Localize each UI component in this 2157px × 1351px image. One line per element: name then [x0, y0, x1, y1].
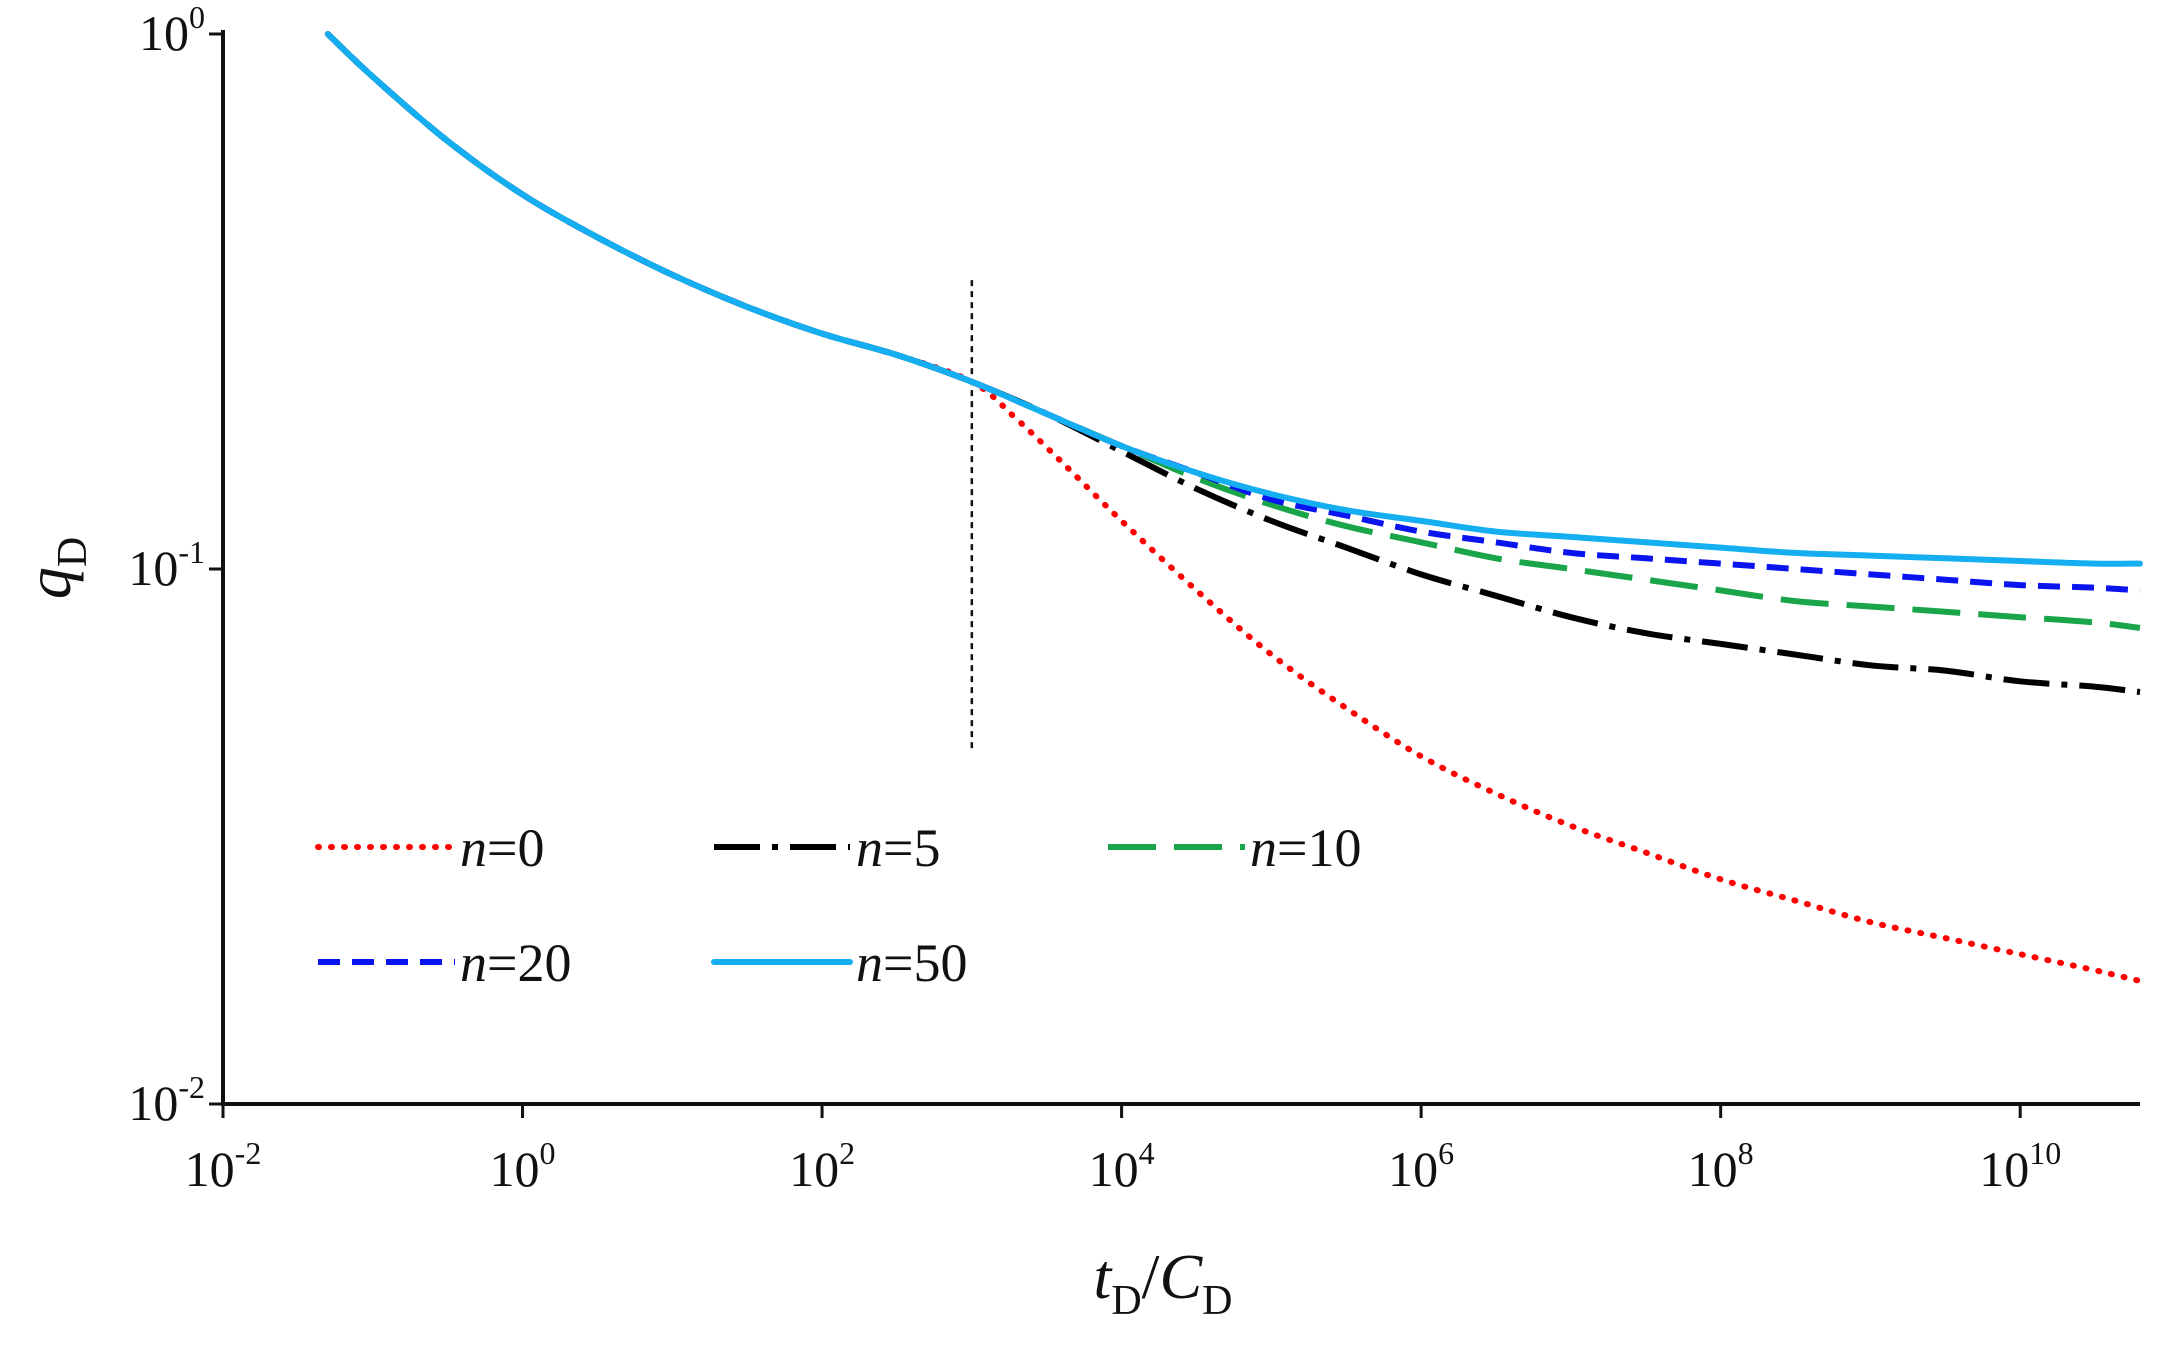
- legend-label-n5: n=5: [856, 818, 940, 878]
- y-tick-label: 10-1: [128, 534, 205, 596]
- x-tick-label: 102: [789, 1135, 855, 1197]
- x-tick-label: 1010: [1979, 1135, 2061, 1197]
- y-axis-label: qD: [13, 537, 96, 599]
- series-line-n10: [325, 31, 2141, 631]
- y-tick-label: 100: [139, 0, 205, 61]
- x-tick-label: 108: [1688, 1135, 1754, 1197]
- legend: n=0 n=5 n=10 n=20 n=50: [315, 818, 1361, 993]
- y-tick-label: 10-2: [128, 1069, 205, 1131]
- legend-label-n10: n=10: [1250, 818, 1361, 878]
- x-tick-label: 10-2: [185, 1135, 262, 1197]
- legend-label-n50: n=50: [856, 933, 967, 993]
- x-tick-label: 106: [1388, 1135, 1454, 1197]
- x-axis-label: tD/CD: [1094, 1241, 1233, 1324]
- x-tick-label: 104: [1089, 1135, 1155, 1197]
- series-line-n50: [324, 31, 2143, 567]
- series-line-n5: [325, 31, 2141, 695]
- legend-label-n20: n=20: [460, 933, 571, 993]
- legend-label-n0: n=0: [460, 818, 544, 878]
- x-tick-label: 100: [490, 1135, 556, 1197]
